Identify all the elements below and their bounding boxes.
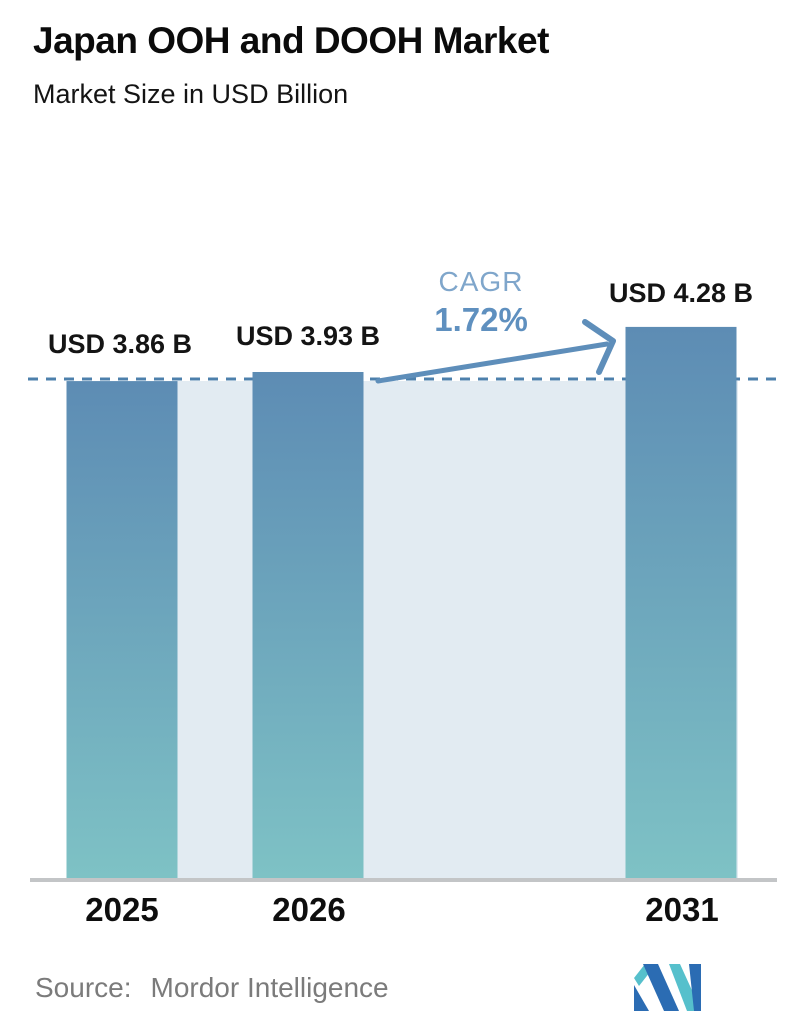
source-value: Mordor Intelligence: [150, 972, 389, 1003]
page-subtitle: Market Size in USD Billion: [33, 79, 349, 109]
source-attribution: Source: Mordor Intelligence: [35, 972, 389, 1004]
bar-2026: [252, 372, 364, 879]
mordor-intelligence-logo: [634, 964, 701, 1011]
cagr-label: CAGR: [438, 266, 524, 297]
bar-2025: [66, 381, 178, 879]
cagr-annotation: CAGR 1.72%: [434, 266, 528, 339]
bar-value-label-2031: USD 4.28 B: [608, 278, 754, 308]
x-axis-tick-2026: 2026: [272, 891, 346, 928]
bar-2031: [625, 326, 737, 879]
bars-group: [66, 326, 737, 879]
bar-value-label-2026: USD 3.93 B: [235, 321, 381, 351]
x-axis-tick-2025: 2025: [85, 891, 159, 928]
x-axis-tick-2031: 2031: [645, 891, 719, 928]
page-title: Japan OOH and DOOH Market: [33, 20, 549, 61]
source-label: Source:: [35, 972, 132, 1003]
bar-value-label-2025: USD 3.86 B: [47, 329, 193, 359]
cagr-value: 1.72%: [434, 301, 528, 338]
cagr-arrow-icon: [375, 319, 616, 384]
x-axis-line: [30, 878, 777, 882]
